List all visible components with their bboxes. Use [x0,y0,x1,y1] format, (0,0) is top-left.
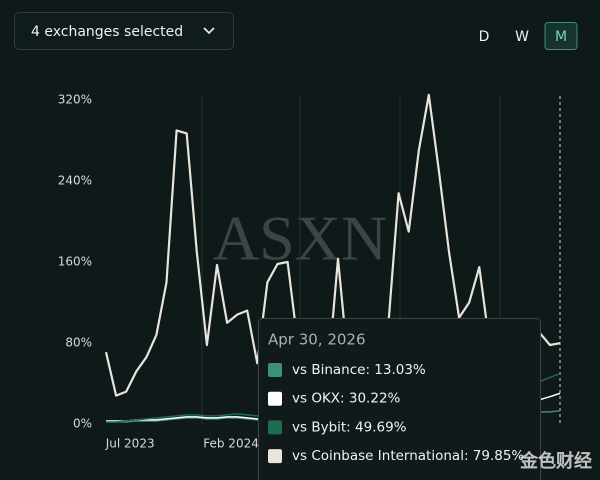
y-tick-label: 320% [58,93,92,107]
tooltip-item: vs Bybit: 49.69% [292,419,407,435]
y-tick-label: 240% [58,174,92,188]
tooltip-item: vs Binance: 13.03% [292,362,426,378]
tooltip-title: Apr 30, 2026 [268,331,366,349]
tooltip-swatch [268,363,282,377]
period-label[interactable]: W [515,29,529,45]
series-line [104,93,561,397]
x-tick-label: Jul 2023 [105,437,155,451]
y-tick-label: 0% [73,417,92,431]
brand: 金色财经 [519,450,592,472]
dropdown[interactable] [14,12,234,50]
period-button[interactable] [544,22,578,50]
tooltip-swatch [268,391,282,406]
y-tick-label: 80% [65,336,92,350]
period-label: M [555,29,567,45]
y-tick-label: 160% [58,255,92,269]
tooltip [258,318,541,480]
chevron [203,27,215,35]
tooltip-item: vs Coinbase International: 79.85% [292,448,524,464]
dropdown-label: 4 exchanges selected [31,24,183,40]
x-tick-label: Feb 2024 [203,437,259,451]
tooltip-swatch [268,449,282,464]
tooltip-swatch [268,420,282,435]
tooltip-item: vs OKX: 30.22% [292,391,401,407]
period-label[interactable]: D [479,29,490,45]
